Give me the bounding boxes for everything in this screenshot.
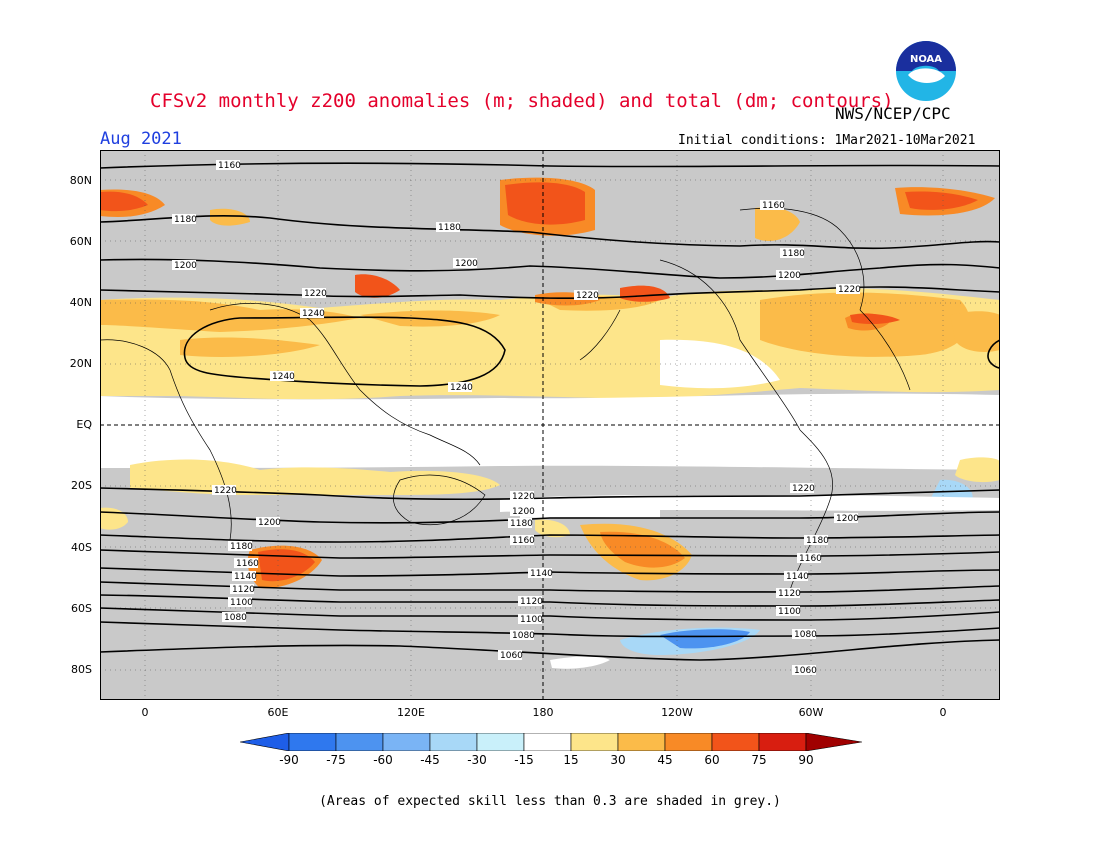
lat-label: 80S [71, 663, 92, 676]
contour-line [183, 316, 506, 387]
contour-label: 1160 [236, 559, 259, 569]
contour-line [100, 594, 1000, 607]
lon-label: 120E [397, 706, 425, 719]
contour-label: 1140 [786, 572, 809, 582]
contour-line [100, 215, 1000, 250]
contour-line [100, 286, 1000, 300]
contour-line [100, 621, 1000, 638]
contour-line [100, 639, 1000, 661]
contour-label: 1160 [218, 161, 241, 171]
contour-line [100, 534, 1000, 543]
contour-line [987, 339, 1000, 369]
lon-label: 60E [267, 706, 289, 719]
lat-label: 60N [69, 235, 92, 248]
contour-label: 1180 [806, 536, 829, 546]
contour-label: 1220 [512, 492, 535, 502]
contour-line [100, 487, 1000, 501]
contour-label: 1060 [794, 666, 817, 676]
contour-line [100, 607, 1000, 621]
colorbar-label: 45 [657, 753, 673, 767]
colorbar-label: -15 [514, 753, 534, 767]
lat-label: 20S [71, 479, 92, 492]
colorbar-label: -60 [373, 753, 393, 767]
coastlines [100, 207, 911, 591]
contour-label: 1140 [234, 572, 257, 582]
contour-labels: 1160 1180 1180 1200 1200 1220 1220 1220 … [172, 160, 861, 676]
anomaly-map: 1160 1180 1180 1200 1200 1220 1220 1220 … [100, 150, 1000, 700]
contour-label: 1100 [520, 615, 543, 625]
contour-label: 1200 [778, 271, 801, 281]
contour-label: 1080 [224, 613, 247, 623]
contour-label: 1160 [762, 201, 785, 211]
lon-label: 60W [798, 706, 824, 719]
lon-label: 120W [661, 706, 693, 719]
contour-label: 1140 [530, 569, 553, 579]
noaa-logo: NOAA [896, 41, 956, 101]
colorbar-label: 60 [704, 753, 720, 767]
contour-label: 1080 [794, 630, 817, 640]
contour-label: 1220 [304, 289, 327, 299]
graticule [100, 150, 1000, 700]
contour-label: 1180 [174, 215, 197, 225]
contour-label: 1200 [174, 261, 197, 271]
lat-label: 60S [71, 602, 92, 615]
contour-label: 1100 [230, 598, 253, 608]
contour-label: 1120 [778, 589, 801, 599]
contour-label: 1120 [232, 585, 255, 595]
contour-label: 1160 [799, 554, 822, 564]
lat-label: 20N [69, 357, 92, 370]
colorbar-label: -90 [279, 753, 299, 767]
colorbar-label: -75 [326, 753, 346, 767]
colorbar [240, 733, 862, 751]
contour-label: 1180 [230, 542, 253, 552]
initial-conditions: Initial conditions: 1Mar2021-10Mar2021 [678, 133, 976, 148]
contour-label: 1200 [512, 507, 535, 517]
lat-label: 40S [71, 541, 92, 554]
lat-label: EQ [76, 418, 92, 431]
colorbar-label: 90 [798, 753, 814, 767]
contour-label: 1200 [455, 259, 478, 269]
anomaly-region-equatorial [100, 393, 1000, 470]
lon-label: 180 [532, 706, 554, 719]
colorbar-label: 75 [751, 753, 767, 767]
map-title: CFSv2 monthly z200 anomalies (m; shaded)… [150, 90, 894, 112]
contour-label: 1180 [438, 223, 461, 233]
contour-line [100, 581, 1000, 593]
agency-label: NWS/NCEP/CPC [835, 104, 951, 123]
contour-label: 1240 [302, 309, 325, 319]
contour-label: 1220 [792, 484, 815, 494]
contour-label: 1200 [258, 518, 281, 528]
contour-label: 1220 [838, 285, 861, 295]
lat-label: 40N [69, 296, 92, 309]
contour-label: 1220 [576, 291, 599, 301]
contour-label: 1180 [782, 249, 805, 259]
lon-label: 0 [939, 706, 947, 719]
forecast-period: Aug 2021 [100, 129, 182, 149]
contour-label: 1180 [510, 519, 533, 529]
contour-line [100, 549, 1000, 559]
colorbar-label: 30 [610, 753, 626, 767]
contour-label: 1100 [778, 607, 801, 617]
anomaly-region-nh-orange [100, 299, 360, 332]
contour-label: 1060 [500, 651, 523, 661]
contour-line [100, 258, 1000, 279]
contour-line [100, 162, 1000, 169]
colorbar-label: -30 [467, 753, 487, 767]
contour-label: 1080 [512, 631, 535, 641]
contour-label: 1200 [836, 514, 859, 524]
contour-label: 1160 [512, 536, 535, 546]
contour-label: 1240 [272, 372, 295, 382]
contour-label: 1120 [520, 597, 543, 607]
lon-label: 0 [141, 706, 149, 719]
skill-footnote: (Areas of expected skill less than 0.3 a… [319, 794, 781, 809]
contour-label: 1240 [450, 383, 473, 393]
colorbar-label: -45 [420, 753, 440, 767]
lat-label: 80N [69, 174, 92, 187]
colorbar-label: 15 [563, 753, 579, 767]
contour-label: 1220 [214, 486, 237, 496]
logo-text: NOAA [910, 54, 942, 65]
